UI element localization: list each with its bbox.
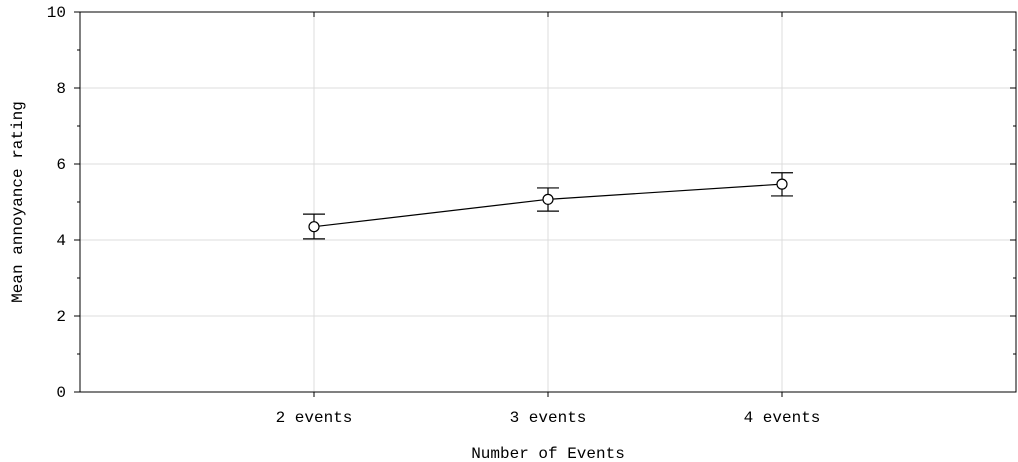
y-tick-label-2: 4	[56, 232, 66, 250]
series	[303, 172, 793, 240]
x-tick-label-1: 3 events	[510, 409, 587, 427]
y-axis-title: Mean annoyance rating	[9, 101, 27, 303]
y-tick-label-3: 6	[56, 156, 66, 174]
data-point-2	[776, 178, 788, 190]
y-tick-label-1: 2	[56, 308, 66, 326]
y-tick-label-5: 10	[47, 4, 66, 22]
ticks: 0 2 4 6 8 10 2 events 3 events 4 events	[47, 4, 1016, 427]
y-tick-label-0: 0	[56, 384, 66, 402]
data-point-0	[308, 221, 320, 233]
x-axis-title: Number of Events	[471, 445, 625, 462]
y-tick-label-4: 8	[56, 80, 66, 98]
x-tick-label-0: 2 events	[276, 409, 353, 427]
data-point-1	[542, 193, 554, 205]
x-tick-label-2: 4 events	[744, 409, 821, 427]
